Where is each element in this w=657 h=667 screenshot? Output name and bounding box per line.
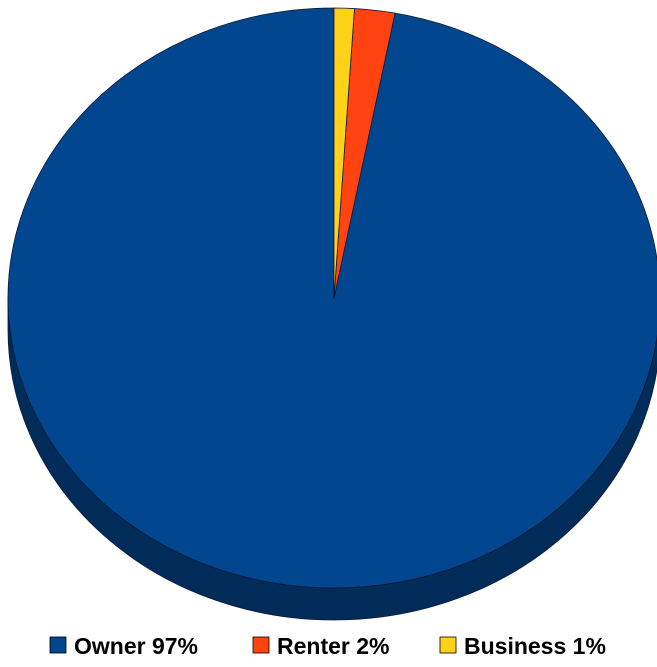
legend-swatch-business — [439, 636, 457, 654]
legend-swatch-owner — [49, 636, 67, 654]
pie-slice-owner — [7, 7, 657, 589]
legend-label-renter: Renter 2% — [277, 633, 389, 659]
legend-label-business: Business 1% — [464, 633, 606, 659]
legend-item-renter: Renter 2% — [252, 633, 389, 659]
pie-slices — [7, 7, 657, 589]
legend-item-owner: Owner 97% — [49, 633, 198, 659]
legend-swatch-renter — [252, 636, 270, 654]
pie-slice-business — [333, 7, 355, 299]
legend-label-owner: Owner 97% — [74, 633, 198, 659]
legend: Owner 97% Renter 2% Business 1% — [49, 633, 606, 659]
legend-item-business: Business 1% — [439, 633, 606, 659]
